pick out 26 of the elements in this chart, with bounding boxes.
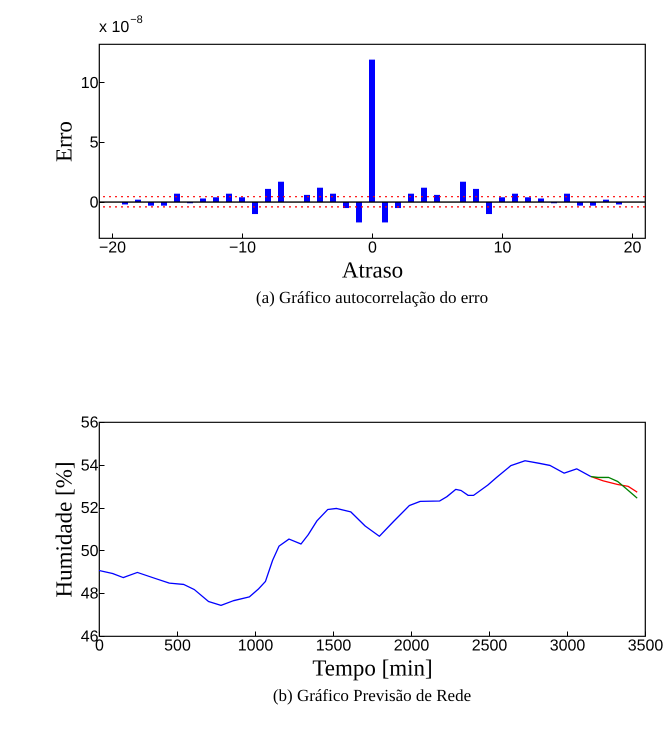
x-axis-title: Atraso: [342, 258, 404, 282]
x-tick-label: 1500: [316, 638, 352, 654]
y-tick-label: 0: [90, 194, 99, 212]
y-tick-label: 54: [80, 457, 99, 474]
text: (a) Gráfico autocorrelação do erro: [256, 288, 488, 307]
x-tick-label: 2000: [394, 638, 430, 654]
x-tick-label: 0: [368, 240, 378, 256]
text: (b) Gráfico Previsão de Rede: [272, 686, 472, 705]
y-tick-label: 56: [80, 414, 99, 432]
x-tick-label: 10: [494, 240, 512, 256]
x-tick-label: 500: [164, 638, 191, 654]
x-tick-label: −10: [228, 240, 256, 256]
x-tick-label: 2500: [472, 638, 508, 654]
y-tick-label: 10: [80, 74, 99, 92]
x-tick-label: 3000: [550, 638, 586, 654]
y-tick-label: 52: [80, 500, 99, 518]
y-tick-label: 48: [80, 586, 99, 603]
x-axis-title: Tempo [min]: [312, 656, 433, 680]
y-tick-label: 50: [80, 542, 99, 560]
x-tick-label: 1000: [238, 638, 274, 654]
x-tick-label: −20: [98, 240, 126, 256]
x-tick-label: 20: [624, 240, 642, 256]
y-axis-title: Humidade [%]: [52, 461, 77, 598]
y-axis-title: Erro: [52, 121, 77, 162]
y-tick-label: 5: [90, 134, 99, 152]
x-tick-label: 3500: [628, 638, 664, 654]
